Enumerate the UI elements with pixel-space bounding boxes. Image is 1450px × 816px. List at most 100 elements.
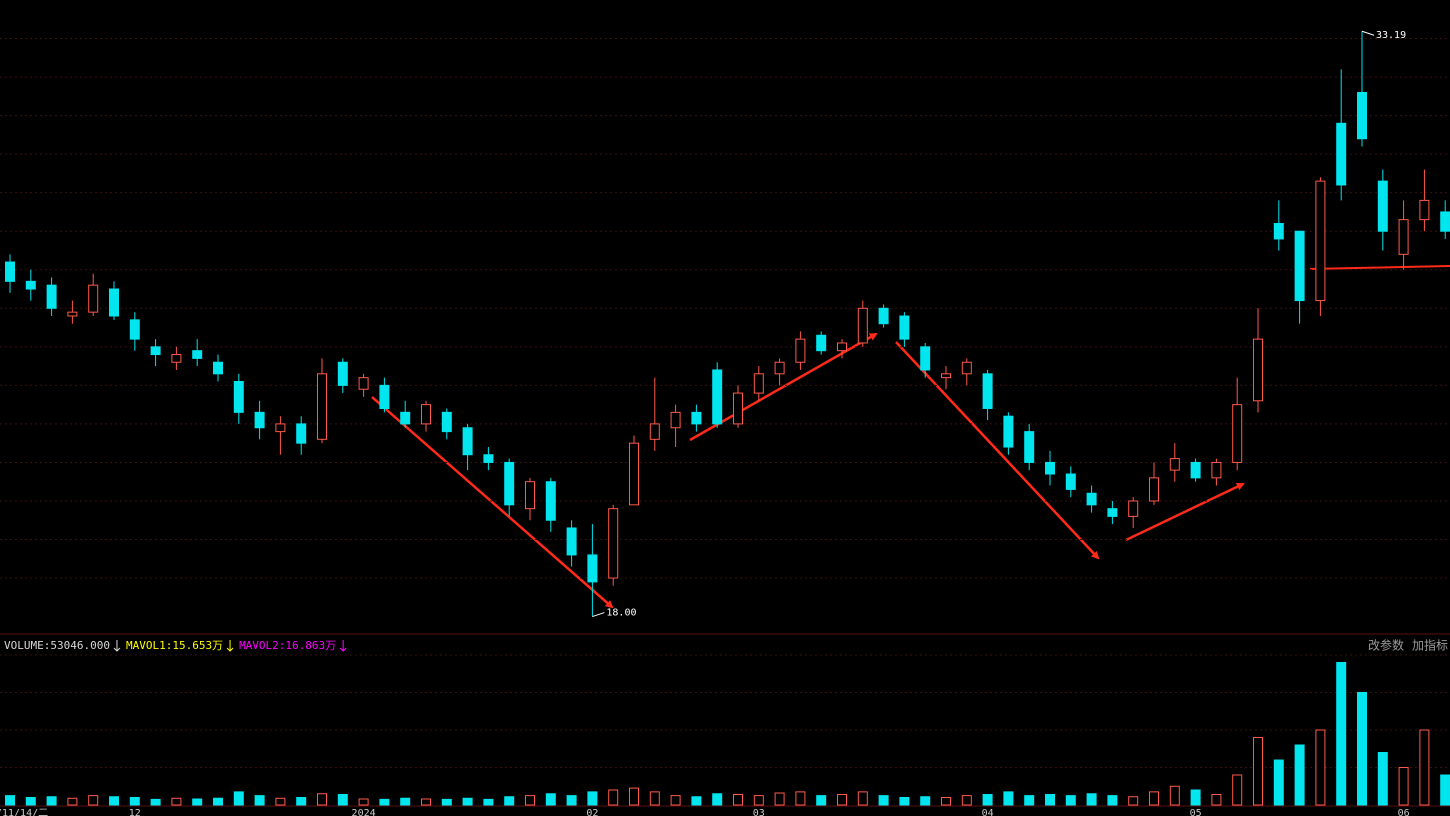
volume-bar [483,798,494,806]
candle-body [712,369,723,425]
candle-body [1336,122,1347,186]
volume-bar [1149,791,1159,806]
candle-body [109,288,119,317]
candle-body [733,392,743,425]
candle-body [961,361,972,375]
candle-body [88,284,99,313]
indicator-label: VOLUME:53046.000 [4,639,110,652]
volume-bar [192,798,203,806]
volume-bar [1440,774,1450,806]
volume-bar [296,797,307,806]
volume-bar [691,796,702,806]
candle-body [483,454,494,463]
candle-body [982,373,993,409]
candle-body [1003,415,1014,448]
volume-bar [88,795,99,806]
trend-arrows [371,332,1245,609]
x-tick-label: 05 [1190,808,1202,816]
x-tick-label: 03 [753,808,765,816]
annotation-pointer [592,612,605,618]
volume-bar [837,794,847,806]
x-tick-label: 06 [1398,808,1410,816]
candle-body [587,554,598,583]
candle-body [545,481,556,521]
candle-body [400,411,411,425]
candle-body [462,427,473,456]
indicator-arrow [226,640,234,652]
x-tick-label: 12 [129,808,141,816]
indicator-label: MAVOL1:15.653万 [126,639,223,652]
volume-bar [649,791,660,806]
volume-bar [733,794,743,806]
x-tick-label: 02 [586,808,598,816]
candle-body [337,361,348,386]
volume-bar [1190,789,1201,806]
volume-bar [566,795,577,806]
volume-bar [1024,795,1035,806]
candle-body [1357,91,1367,140]
candle-body [629,442,639,506]
candle-body [171,354,182,363]
indicator-button[interactable]: 加指标 [1412,638,1448,653]
volume-bar [1107,795,1118,806]
candle-body [1398,219,1409,255]
volume-bar [899,797,910,806]
candle-body [837,342,847,352]
volume-bar [421,798,431,806]
candle-body [1169,458,1180,471]
volume-bar [67,797,78,806]
indicator-label: MAVOL2:16.863万 [239,639,336,652]
annotation-pointer [1361,30,1375,36]
volume-bar [670,795,681,806]
candle-body [1086,492,1097,506]
volume-bar [1169,785,1180,806]
volume-bar [1294,744,1305,806]
volume-bar [1419,729,1430,806]
candle-body [566,527,577,556]
volume-bar [254,795,265,806]
indicator-arrow [113,640,121,652]
candle-body [296,423,307,444]
candle-body [1273,223,1284,240]
volume-bar [1377,752,1388,806]
candle-body [920,346,931,371]
volume-bar [1211,794,1222,806]
candle-body [1377,180,1388,232]
candle-body [1419,199,1430,221]
candle-body [275,423,286,433]
volume-bar [1253,737,1263,806]
volume-bar [400,797,411,806]
candle-body [504,461,515,506]
volume-bar [774,792,785,806]
volume-bar [317,793,327,806]
volume-bar [1398,767,1409,806]
candle-body [421,404,431,425]
candle-body [1294,230,1305,302]
candle-body [941,373,951,379]
candle-body [753,373,764,394]
annotation: 33.19 [1376,30,1406,41]
candle-body [129,319,140,340]
volume-bar [878,795,889,806]
candle-body [1149,477,1159,502]
candle-body [25,280,36,290]
volume-bar [753,795,764,806]
volume-bar [213,797,223,806]
volume-bar [25,797,36,806]
volume-bar [712,793,723,806]
volume-bar [1003,791,1014,806]
candle-body [46,284,57,309]
indicator-button[interactable]: 改参数 [1368,638,1404,653]
volume-bar [816,795,827,806]
candle-body [317,373,327,440]
candle-body [1045,461,1055,475]
candle-body [67,311,78,317]
candle-body [233,381,244,413]
support-line [1309,265,1450,270]
candle-body [379,384,390,409]
indicator-arrow [339,640,347,652]
candle-body [1024,431,1035,463]
candle-body [192,350,203,359]
volume-bar [1315,729,1326,806]
